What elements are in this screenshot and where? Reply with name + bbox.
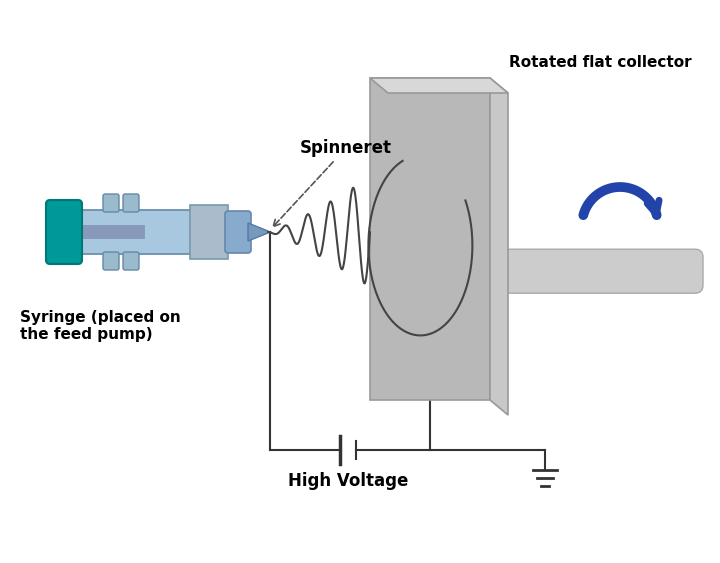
FancyBboxPatch shape [225, 211, 251, 253]
FancyBboxPatch shape [103, 194, 119, 212]
FancyBboxPatch shape [103, 252, 119, 270]
Polygon shape [248, 223, 268, 241]
FancyBboxPatch shape [190, 205, 228, 259]
Text: Spinneret: Spinneret [273, 139, 392, 226]
Polygon shape [370, 78, 490, 400]
Text: Rotated flat collector: Rotated flat collector [509, 55, 691, 70]
Text: High Voltage: High Voltage [288, 472, 408, 490]
FancyBboxPatch shape [46, 200, 82, 264]
Polygon shape [370, 78, 508, 93]
FancyBboxPatch shape [500, 249, 703, 293]
Text: Syringe (placed on
the feed pump): Syringe (placed on the feed pump) [20, 310, 181, 342]
FancyBboxPatch shape [80, 210, 210, 254]
FancyBboxPatch shape [123, 252, 139, 270]
Polygon shape [490, 78, 508, 415]
FancyBboxPatch shape [123, 194, 139, 212]
